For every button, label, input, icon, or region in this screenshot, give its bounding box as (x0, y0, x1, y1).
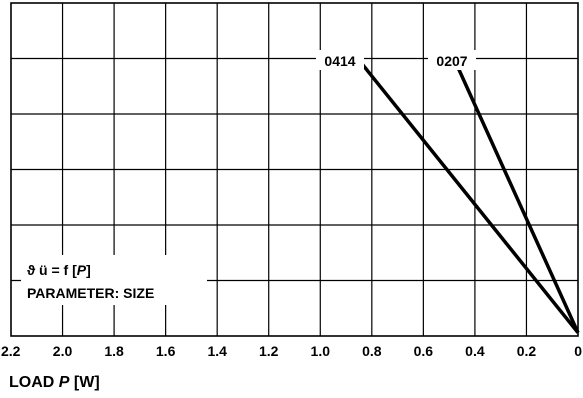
annotation-box (21, 255, 207, 305)
x-tick-label: 0.2 (517, 343, 537, 359)
x-tick-label: 2.0 (53, 343, 73, 359)
series-label-box-0207 (428, 50, 476, 70)
x-tick-label: 1.6 (156, 343, 176, 359)
x-tick-label: 0.6 (414, 343, 434, 359)
series-label-0414: 0414 (324, 53, 355, 69)
plot-frame (10, 2, 579, 337)
series-line-0414 (352, 52, 580, 334)
x-tick-label: 0 (574, 343, 582, 359)
series-lines (352, 52, 580, 334)
x-tick-label: 1.8 (104, 343, 124, 359)
series-line-0207 (450, 52, 580, 334)
x-tick-labels: 2.2 2.0 1.8 1.6 1.4 1.2 1.0 0.8 0.6 0.4 0.2 0 (1, 343, 582, 359)
x-tick-label: 0.4 (465, 343, 485, 359)
x-tick-label: 1.0 (311, 343, 331, 359)
series-label-box-0414 (316, 50, 364, 70)
x-tick-label: 0.8 (362, 343, 382, 359)
x-tick-label: 1.2 (259, 343, 279, 359)
x-tick-label: 2.2 (1, 343, 21, 359)
formula-label: ϑ ü = f [P] (27, 262, 91, 278)
x-axis-title: LOAD P [W] (9, 374, 100, 391)
parameter-label: PARAMETER: SIZE (27, 285, 154, 301)
series-label-0207: 0207 (436, 53, 467, 69)
x-tick-label: 1.4 (207, 343, 227, 359)
